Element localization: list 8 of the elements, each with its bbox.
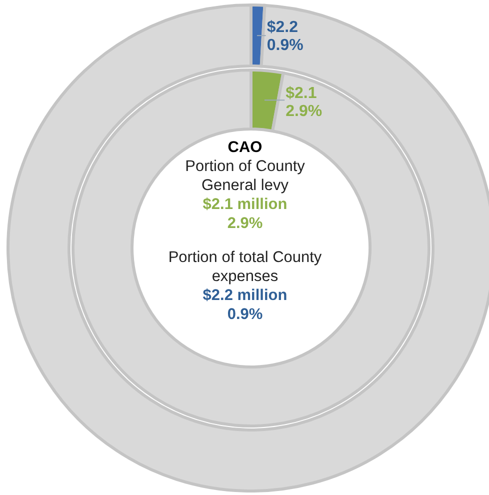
data-label: $2.2 0.9% [266, 18, 304, 54]
text: Portion of total County expenses [168, 249, 322, 285]
text: Portion of County General levy [185, 158, 306, 194]
text: $2.1 million 2.9% [202, 196, 288, 232]
text: $2.2 million 0.9% [202, 287, 288, 323]
data-label: $2.1 2.9% [286, 84, 322, 120]
donut-slice [72, 68, 430, 428]
text: CAO [228, 139, 262, 156]
